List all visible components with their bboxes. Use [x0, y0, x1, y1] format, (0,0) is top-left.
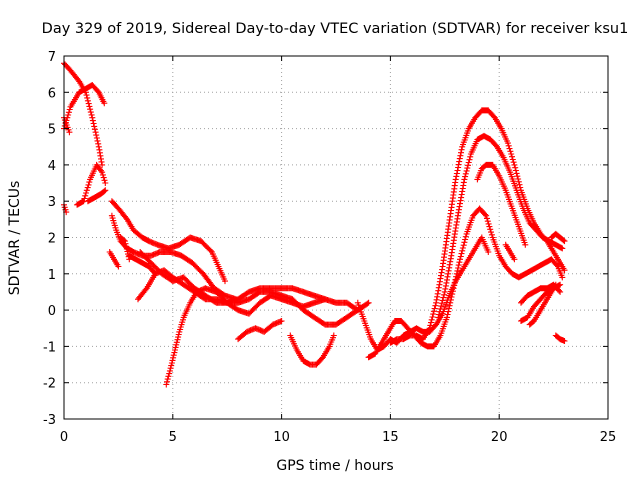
- point-markers: [552, 332, 568, 344]
- x-tick-label: 5: [169, 430, 177, 445]
- y-tick-label: 3: [48, 195, 56, 210]
- y-tick-label: 2: [48, 232, 56, 247]
- point-markers: [474, 161, 529, 248]
- y-tick-label: 7: [48, 50, 56, 65]
- chart-title: Day 329 of 2019, Sidereal Day-to-day VTE…: [42, 21, 629, 37]
- series-track-15: [235, 318, 285, 343]
- series-track-11: [126, 252, 159, 277]
- y-tick-label: -1: [43, 340, 56, 355]
- series-track-7: [108, 198, 228, 285]
- point-markers: [106, 249, 122, 270]
- y-tick-label: -3: [43, 413, 56, 428]
- series-track-21: [474, 161, 529, 248]
- series-track-16: [287, 332, 337, 368]
- x-tick-label: 20: [491, 430, 508, 445]
- x-axis-label: GPS time / hours: [276, 458, 393, 474]
- point-markers: [502, 241, 518, 263]
- x-tick-label: 0: [60, 430, 68, 445]
- series-track-9: [106, 249, 122, 270]
- series-track-25: [526, 281, 559, 328]
- y-tick-label: 4: [48, 159, 56, 174]
- grid: [64, 56, 608, 419]
- point-markers: [108, 198, 228, 285]
- series-track-8: [108, 212, 239, 303]
- y-axis-label: SDTVAR / TECUs: [7, 181, 23, 296]
- x-tick-label: 10: [273, 430, 290, 445]
- point-markers: [137, 249, 361, 314]
- data-points: [61, 60, 568, 388]
- series-track-5: [74, 161, 109, 208]
- y-tick-label: -2: [43, 377, 56, 392]
- x-tick-label: 25: [600, 430, 617, 445]
- y-tick-label: 1: [48, 268, 56, 283]
- series-track-22: [502, 241, 518, 263]
- y-tick-label: 6: [48, 86, 56, 101]
- point-markers: [74, 161, 109, 208]
- series-track-20: [435, 132, 566, 321]
- y-tick-label: 5: [48, 123, 56, 138]
- axis-ticks: 0 5 10 15 20 25 -3 -2 -1 0 1 2 3 4 5 6 7: [43, 50, 616, 445]
- point-markers: [235, 318, 285, 343]
- point-markers: [287, 332, 337, 368]
- point-markers: [84, 187, 109, 205]
- series-track-6: [84, 187, 109, 205]
- y-tick-label: 0: [48, 304, 56, 319]
- point-markers: [548, 230, 568, 245]
- x-tick-label: 15: [382, 430, 399, 445]
- series-track-14: [163, 285, 329, 388]
- point-markers: [435, 132, 566, 321]
- point-markers: [163, 285, 329, 388]
- series-track-27: [552, 332, 568, 344]
- series-track-13: [137, 249, 361, 314]
- point-markers: [126, 252, 159, 277]
- series-track-26: [548, 230, 568, 245]
- point-markers: [526, 281, 559, 328]
- point-markers: [108, 212, 239, 303]
